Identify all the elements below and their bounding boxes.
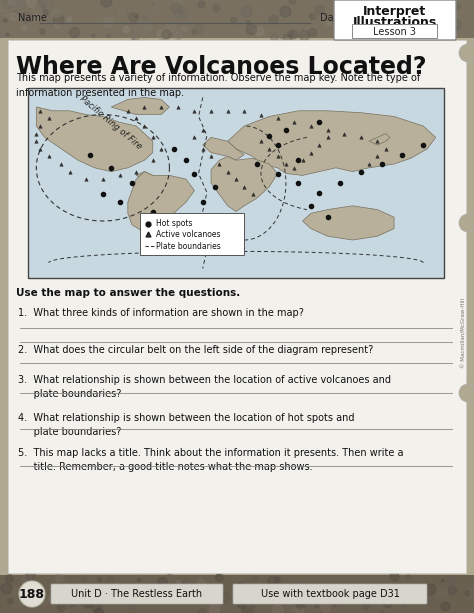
Text: 2.  What does the circular belt on the left side of the diagram represent?: 2. What does the circular belt on the le… [18, 345, 373, 355]
Polygon shape [302, 206, 394, 240]
FancyBboxPatch shape [334, 0, 456, 40]
Bar [0, 0, 474, 38]
Text: 188: 188 [19, 587, 45, 601]
Text: Hot spots: Hot spots [156, 219, 193, 229]
Polygon shape [36, 107, 153, 172]
Text: Use the map to answer the questions.: Use the map to answer the questions. [16, 288, 240, 298]
Text: Unit D · The Restless Earth: Unit D · The Restless Earth [72, 589, 202, 599]
Text: 1.  What three kinds of information are shown in the map?: 1. What three kinds of information are s… [18, 308, 304, 318]
FancyBboxPatch shape [353, 25, 438, 39]
Text: 4.  What relationship is shown between the location of hot spots and
     plate : 4. What relationship is shown between th… [18, 413, 355, 437]
Polygon shape [111, 97, 169, 115]
Circle shape [459, 214, 474, 232]
Text: Lesson 3: Lesson 3 [374, 27, 417, 37]
FancyBboxPatch shape [51, 584, 223, 604]
Text: Date: Date [320, 13, 344, 23]
Text: This map presents a variety of information. Observe the map key. Note the type o: This map presents a variety of informati… [16, 73, 420, 98]
Bar [28, 88, 444, 278]
Text: Name: Name [18, 13, 47, 23]
Circle shape [459, 44, 474, 62]
Text: Interpret: Interpret [364, 6, 427, 18]
Text: Where Are Volcanoes Located?: Where Are Volcanoes Located? [16, 55, 427, 79]
Polygon shape [136, 172, 153, 179]
Text: Pacific Ring of Fire: Pacific Ring of Fire [78, 94, 143, 151]
Polygon shape [203, 137, 244, 160]
Text: Illustrations: Illustrations [353, 17, 437, 29]
FancyBboxPatch shape [233, 584, 427, 604]
Circle shape [459, 384, 474, 402]
Bar [0, 575, 474, 613]
Text: 3.  What relationship is shown between the location of active volcanoes and
    : 3. What relationship is shown between th… [18, 375, 391, 399]
Text: Active volcanoes: Active volcanoes [156, 230, 221, 239]
Bar [140, 213, 244, 255]
Text: Plate boundaries: Plate boundaries [156, 242, 221, 251]
Bar [8, 40, 466, 573]
Polygon shape [211, 156, 278, 211]
Polygon shape [128, 172, 194, 232]
Text: Use with textbook page D31: Use with textbook page D31 [261, 589, 400, 599]
Polygon shape [369, 134, 390, 145]
Polygon shape [228, 111, 436, 175]
Circle shape [19, 581, 45, 607]
Text: © Macmillan/McGraw-Hill: © Macmillan/McGraw-Hill [461, 298, 466, 368]
Text: 5.  This map lacks a title. Think about the information it presents. Then write : 5. This map lacks a title. Think about t… [18, 448, 403, 472]
